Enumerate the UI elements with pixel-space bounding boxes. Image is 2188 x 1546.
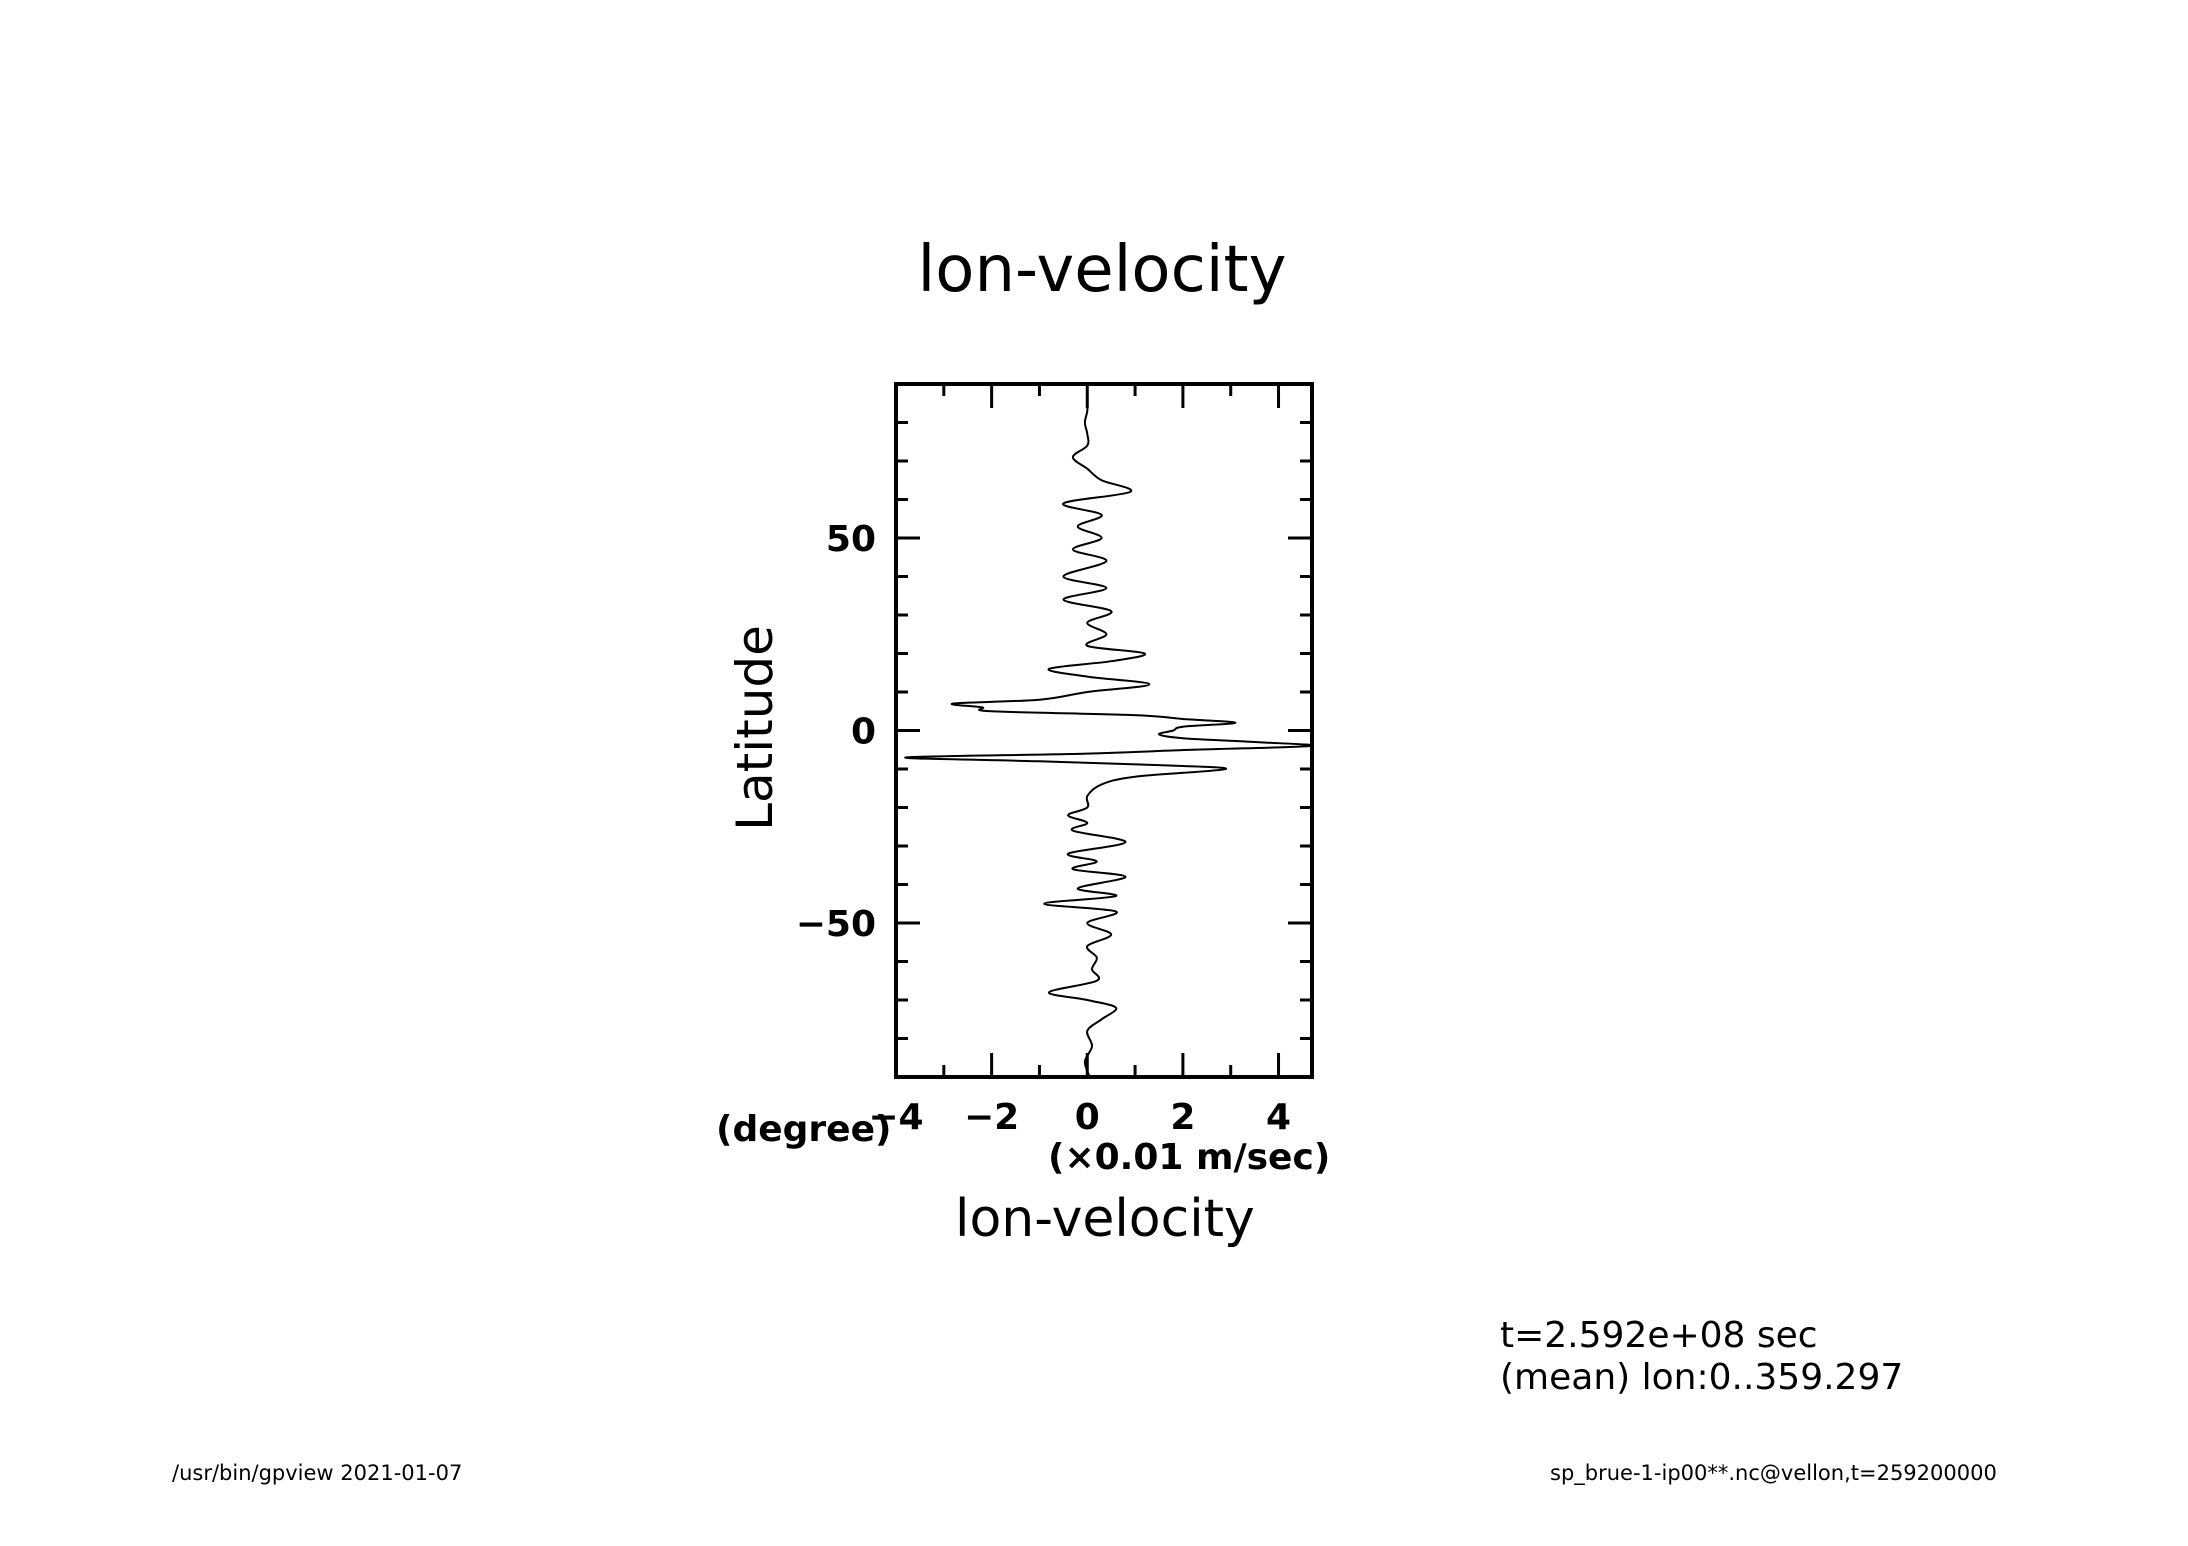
info-mean: (mean) lon:0..359.297 [1500,1357,1904,1398]
y-axis-title: Latitude [726,625,784,831]
info-time: t=2.592e+08 sec [1500,1315,1818,1356]
x-tick-label: 4 [1266,1097,1291,1138]
x-tick-label: −4 [868,1097,923,1138]
series-line [904,384,1312,1077]
footer-left: /usr/bin/gpview 2021-01-07 [172,1461,463,1485]
tick-labels: −4 −2 0 2 4 −50 0 50 [796,519,1291,1138]
x-axis-title: lon-velocity [955,1189,1255,1249]
plot-frame [894,382,1314,1079]
y-tick-label: 0 [851,712,876,753]
tick-marks [894,384,1312,1077]
chart-title: lon-velocity [917,233,1287,307]
x-tick-label: −2 [964,1097,1019,1138]
y-tick-label: −50 [796,904,876,945]
x-tick-label: 0 [1075,1097,1100,1138]
y-axis-units: (degree) [716,1109,892,1150]
x-axis-units: (×0.01 m/sec) [1048,1137,1331,1178]
y-tick-label: 50 [826,519,876,560]
footer-right: sp_brue-1-ip00**.nc@vellon,t=259200000 [1550,1461,1997,1485]
x-tick-label: 2 [1170,1097,1195,1138]
